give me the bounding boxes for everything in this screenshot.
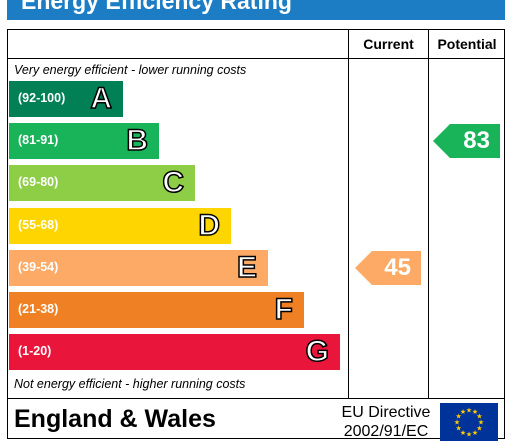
potential-pointer-shape [433, 124, 500, 159]
band-letter-label: A [90, 81, 113, 116]
band-range-label: (21-38) [18, 302, 59, 316]
current-rating-pointer: 45 [355, 250, 421, 285]
eu-star-icon: ★ [472, 429, 478, 437]
band-range-label: (92-100) [18, 91, 66, 105]
header-divider [7, 58, 505, 59]
band-range-label: (39-54) [18, 259, 59, 274]
current-rating-value: 45 [384, 253, 411, 281]
caption-bottom: Not energy efficient - higher running co… [14, 377, 246, 391]
eu-directive: EU Directive 2002/91/EC [334, 403, 438, 441]
band-letter-label: B [126, 123, 149, 158]
column-header-current: Current [363, 36, 414, 52]
band-g: (1-20) G [9, 334, 340, 371]
eu-star-icon: ★ [460, 408, 466, 416]
potential-rating-value: 83 [463, 127, 490, 155]
eu-star-icon: ★ [466, 407, 472, 415]
eu-star-icon: ★ [472, 408, 478, 416]
band-letter-label: C [162, 166, 185, 201]
title-bar: Energy Efficiency Rating [7, 0, 505, 20]
eu-star-icon: ★ [455, 413, 461, 421]
current-pointer-shape [355, 250, 421, 285]
chart-frame [7, 29, 505, 399]
directive-line-1: EU Directive [341, 404, 431, 421]
band-e: (39-54) E [9, 249, 268, 286]
divider-current [348, 29, 349, 399]
eu-star-icon: ★ [454, 419, 460, 427]
band-c: (69-80) C [9, 165, 195, 202]
band-f: (21-38) F [9, 292, 304, 328]
chart-title: Energy Efficiency Rating [21, 0, 292, 14]
band-letter-label: G [305, 334, 330, 369]
band-b: (81-91) B [9, 123, 159, 160]
eu-star-icon: ★ [476, 425, 482, 433]
band-letter-label: F [274, 292, 294, 327]
band-range-label: (1-20) [18, 344, 52, 359]
band-d: (55-68) D [9, 207, 231, 244]
caption-top: Very energy efficient - lower running co… [14, 63, 247, 77]
eu-star-icon: ★ [476, 413, 482, 421]
band-a: (92-100) A [9, 81, 123, 117]
eu-star-icon: ★ [466, 431, 472, 439]
band-letter-label: D [198, 208, 221, 243]
eu-flag-icon: ★ ★ ★ ★ ★ ★ ★ ★ ★ ★ ★ ★ [440, 403, 498, 441]
band-range-label: (55-68) [18, 217, 59, 232]
eu-star-icon: ★ [455, 425, 461, 433]
band-range-label: (69-80) [18, 175, 59, 190]
band-letter-label: E [236, 250, 258, 285]
band-range-label: (81-91) [18, 133, 59, 148]
potential-rating-pointer: 83 [433, 124, 500, 159]
directive-line-2: 2002/91/EC [343, 423, 429, 440]
column-header-potential: Potential [437, 36, 497, 52]
divider-potential [428, 29, 429, 399]
region-label: England & Wales [14, 405, 216, 433]
eu-star-icon: ★ [478, 419, 484, 427]
